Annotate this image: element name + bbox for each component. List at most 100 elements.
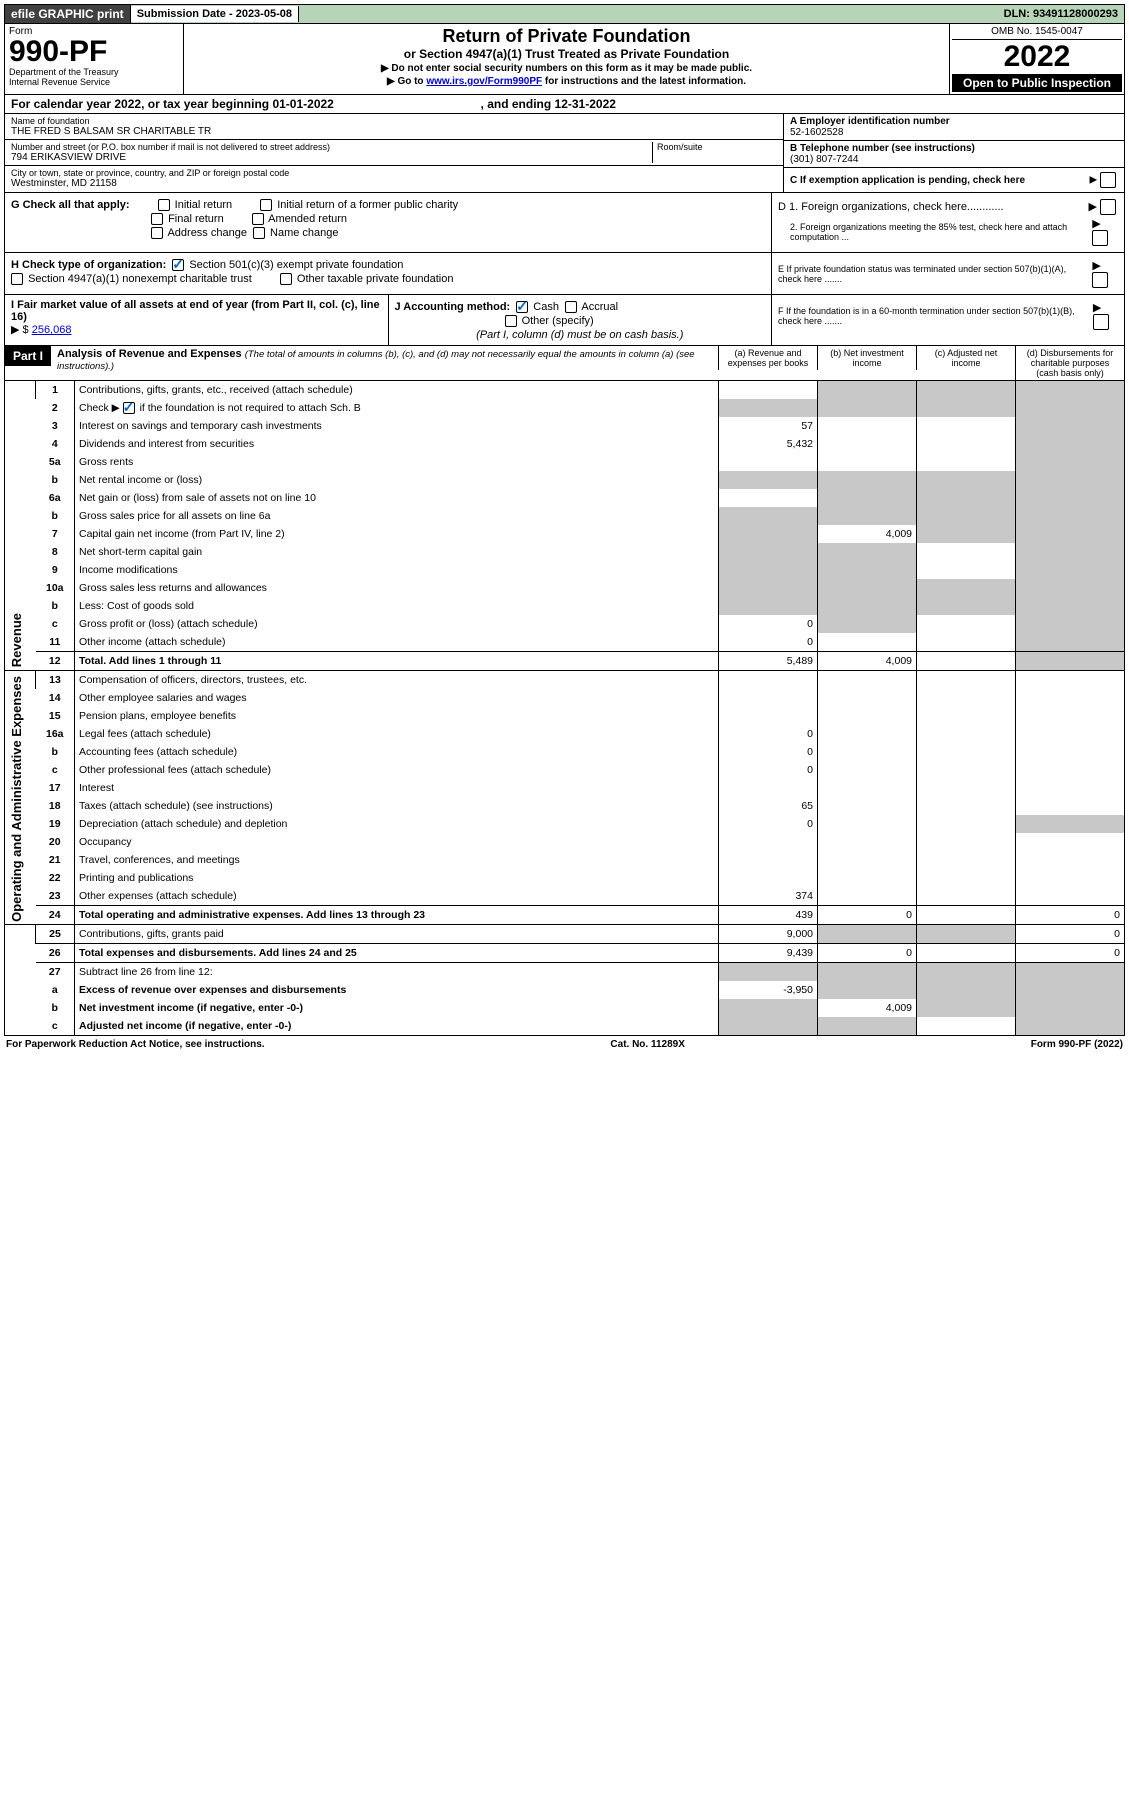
g-initial-return-checkbox[interactable] [158,199,170,211]
g-label: G Check all that apply: [11,199,130,211]
table-row: b Less: Cost of goods sold [5,597,1125,615]
j-accrual-checkbox[interactable] [565,301,577,313]
table-row: cAdjusted net income (if negative, enter… [5,1017,1125,1036]
table-row: b Gross sales price for all assets on li… [5,507,1125,525]
table-row: 2 Check ▶ if the foundation is not requi… [5,399,1125,417]
table-row: 9 Income modifications [5,561,1125,579]
form-title: Return of Private Foundation [190,26,943,47]
revenue-side-label: Revenue [9,613,24,667]
open-public-badge: Open to Public Inspection [952,74,1122,92]
col-b-head: (b) Net investment income [817,346,916,370]
d2-checkbox[interactable] [1092,230,1108,246]
part1-title: Analysis of Revenue and Expenses [57,348,242,360]
table-row: bNet investment income (if negative, ent… [5,999,1125,1017]
d2-label: 2. Foreign organizations meeting the 85%… [790,222,1086,242]
f-label: F If the foundation is in a 60-month ter… [778,306,1087,326]
c-pending-label: C If exemption application is pending, c… [790,175,1025,186]
dln: DLN: 93491128000293 [998,6,1124,22]
h-4947-checkbox[interactable] [11,273,23,285]
phone-value: (301) 807-7244 [790,154,1118,165]
i-label: I Fair market value of all assets at end… [11,299,380,323]
submission-date: Submission Date - 2023-05-08 [131,6,299,22]
ein-label: A Employer identification number [790,116,1118,127]
e-checkbox[interactable] [1092,272,1108,288]
table-row: aExcess of revenue over expenses and dis… [5,981,1125,999]
paperwork-notice: For Paperwork Reduction Act Notice, see … [6,1039,265,1050]
tax-year: 2022 [952,40,1122,74]
check-h-e: H Check type of organization: Section 50… [4,253,1125,295]
j-cash-checkbox[interactable] [516,301,528,313]
table-row: 23Other expenses (attach schedule) 374 [5,887,1125,906]
table-row: 22Printing and publications [5,869,1125,887]
instruction-1: ▶ Do not enter social security numbers o… [190,63,943,74]
table-row: Operating and Administrative Expenses 13… [5,671,1125,690]
d1-checkbox[interactable] [1100,199,1116,215]
addr-label: Number and street (or P.O. box number if… [11,142,652,152]
col-d-head: (d) Disbursements for charitable purpose… [1015,346,1124,380]
irs-label: Internal Revenue Service [9,77,179,87]
f-checkbox[interactable] [1093,314,1109,330]
efile-print-button[interactable]: efile GRAPHIC print [5,5,131,23]
h-label: H Check type of organization: [11,259,166,271]
calendar-year-row: For calendar year 2022, or tax year begi… [4,95,1125,114]
col-a-head: (a) Revenue and expenses per books [718,346,817,370]
table-row: 24Total operating and administrative exp… [5,906,1125,925]
h-other-taxable-checkbox[interactable] [280,273,292,285]
g-name-change-checkbox[interactable] [253,227,265,239]
part1-header: Part I Analysis of Revenue and Expenses … [4,346,1125,381]
table-row: 16aLegal fees (attach schedule) 0 [5,725,1125,743]
top-bar: efile GRAPHIC print Submission Date - 20… [4,4,1125,24]
table-row: 17Interest [5,779,1125,797]
cat-no: Cat. No. 11289X [610,1039,684,1050]
i-arrow: ▶ $ [11,324,29,336]
schb-checkbox[interactable] [123,402,135,414]
table-row: 19Depreciation (attach schedule) and dep… [5,815,1125,833]
g-amended-checkbox[interactable] [252,213,264,225]
phone-label: B Telephone number (see instructions) [790,143,1118,154]
table-row: c Gross profit or (loss) (attach schedul… [5,615,1125,633]
table-row: Revenue 1 Contributions, gifts, grants, … [5,381,1125,399]
part1-tag: Part I [5,346,51,366]
table-row: 18Taxes (attach schedule) (see instructi… [5,797,1125,815]
table-row: 25Contributions, gifts, grants paid 9,00… [5,925,1125,944]
form-header: Form 990-PF Department of the Treasury I… [4,24,1125,95]
g-address-change-checkbox[interactable] [151,227,163,239]
g-final-return-checkbox[interactable] [151,213,163,225]
table-row: 20Occupancy [5,833,1125,851]
table-row: 4 Dividends and interest from securities… [5,435,1125,453]
table-row: 8 Net short-term capital gain [5,543,1125,561]
j-label: J Accounting method: [395,301,511,313]
irs-link[interactable]: www.irs.gov/Form990PF [426,76,542,87]
dept-label: Department of the Treasury [9,67,179,77]
h-501c3-checkbox[interactable] [172,259,184,271]
table-row: 14Other employee salaries and wages [5,689,1125,707]
street-address: 794 ERIKASVIEW DRIVE [11,152,652,163]
table-row: bAccounting fees (attach schedule) 0 [5,743,1125,761]
room-label: Room/suite [657,142,777,152]
table-row: 12 Total. Add lines 1 through 11 5,4894,… [5,652,1125,671]
c-checkbox[interactable] [1100,172,1116,188]
entity-box: Name of foundation THE FRED S BALSAM SR … [4,114,1125,193]
j-note: (Part I, column (d) must be on cash basi… [395,329,766,341]
check-g-d: G Check all that apply: Initial return I… [4,193,1125,253]
table-row: 26Total expenses and disbursements. Add … [5,944,1125,963]
form-footer-id: Form 990-PF (2022) [1031,1039,1123,1050]
form-subtitle: or Section 4947(a)(1) Trust Treated as P… [190,47,943,61]
table-row: 5a Gross rents [5,453,1125,471]
ijf-row: I Fair market value of all assets at end… [4,295,1125,346]
ein-value: 52-1602528 [790,127,1118,138]
omb-number: OMB No. 1545-0047 [952,26,1122,40]
part1-table: Revenue 1 Contributions, gifts, grants, … [4,381,1125,1036]
city-state-zip: Westminster, MD 21158 [11,178,777,189]
table-row: 10a Gross sales less returns and allowan… [5,579,1125,597]
table-row: 3 Interest on savings and temporary cash… [5,417,1125,435]
city-label: City or town, state or province, country… [11,168,777,178]
table-row: 15Pension plans, employee benefits [5,707,1125,725]
table-row: cOther professional fees (attach schedul… [5,761,1125,779]
form-number: 990-PF [9,37,179,67]
name-label: Name of foundation [11,116,777,126]
j-other-checkbox[interactable] [505,315,517,327]
foundation-name: THE FRED S BALSAM SR CHARITABLE TR [11,126,777,137]
instruction-2: ▶ Go to www.irs.gov/Form990PF for instru… [190,76,943,87]
g-initial-former-checkbox[interactable] [260,199,272,211]
